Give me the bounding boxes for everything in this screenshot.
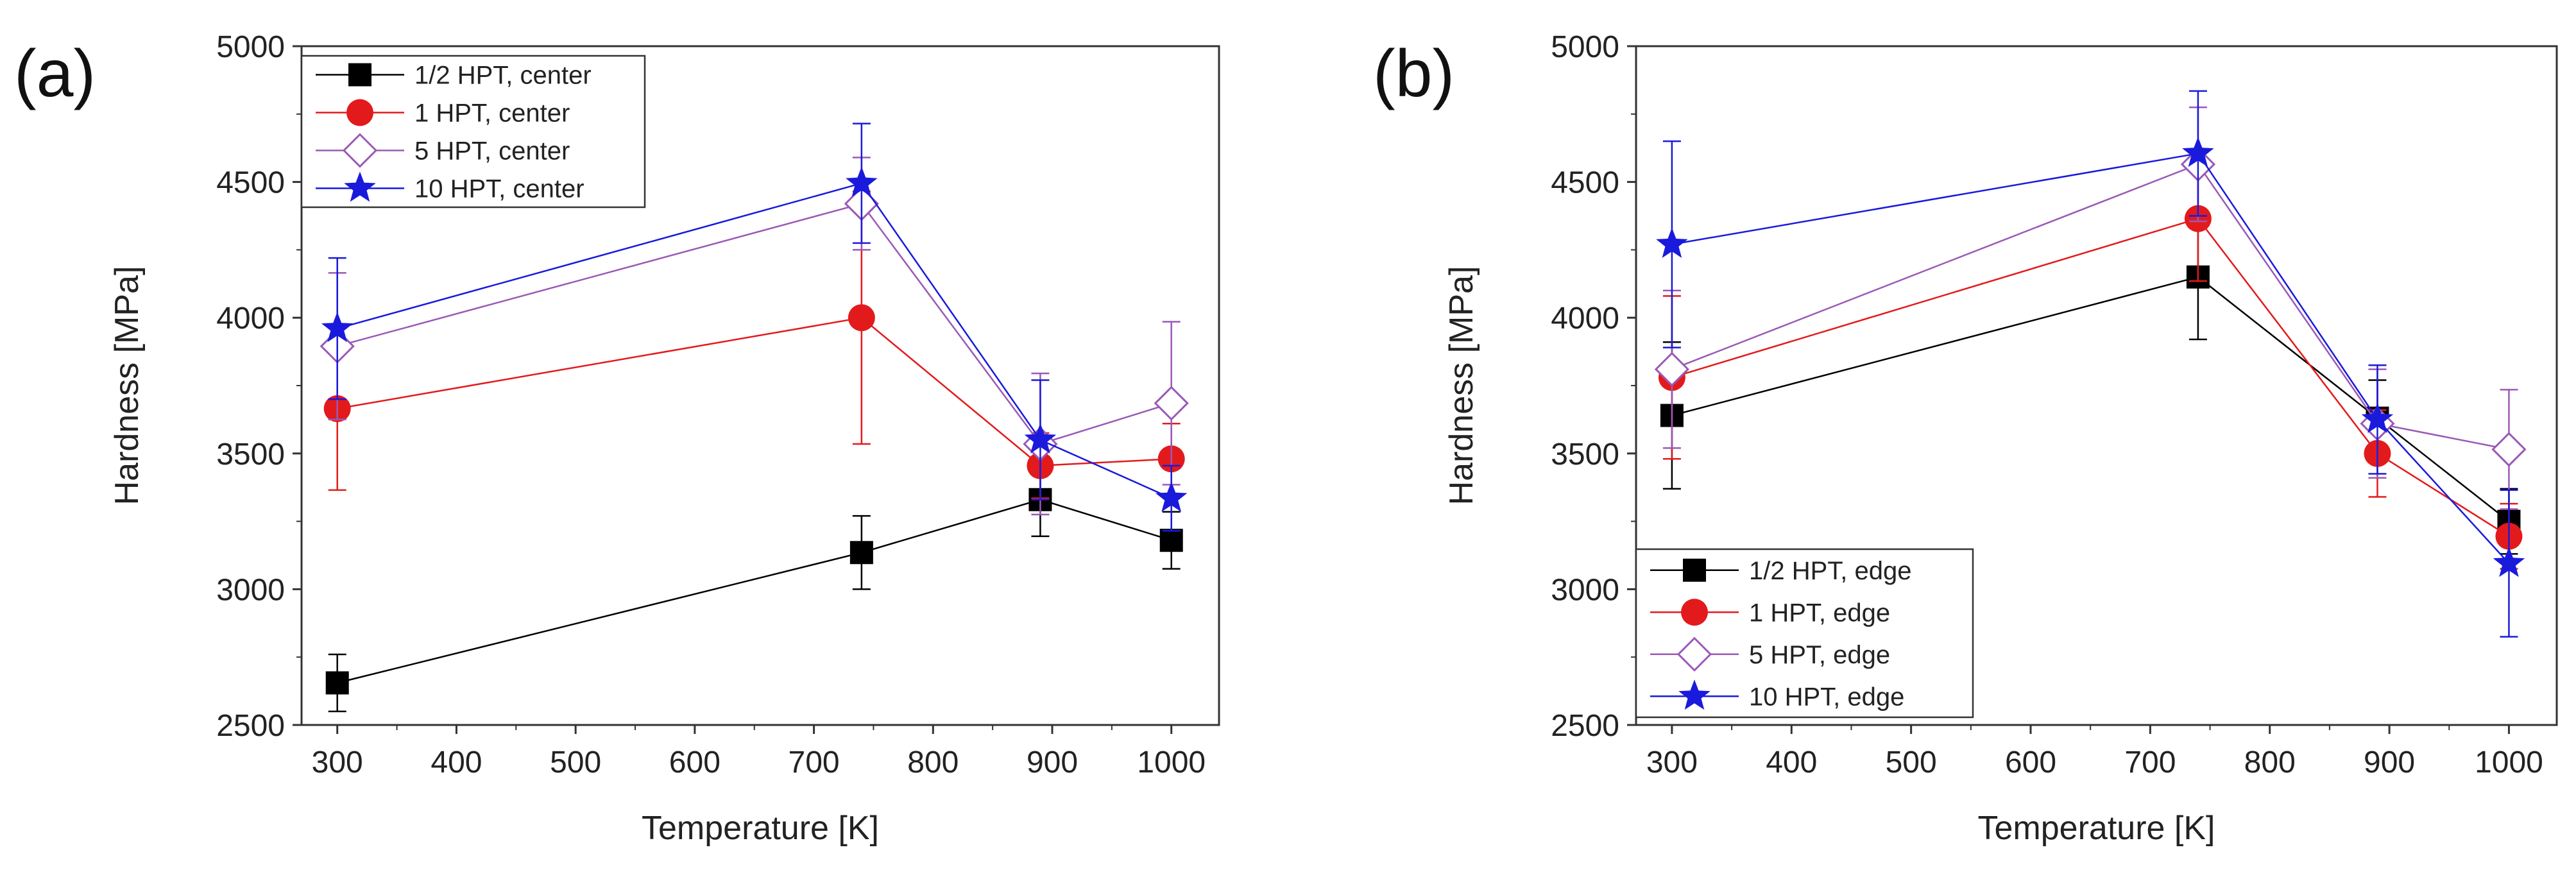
y-tick-label: 2500	[216, 709, 285, 743]
x-tick-label: 500	[550, 745, 601, 780]
series-line	[337, 498, 1172, 684]
x-tick-label: 300	[1646, 745, 1698, 780]
data-point	[846, 166, 878, 197]
x-tick-label: 900	[2364, 745, 2415, 780]
data-point	[325, 671, 349, 695]
panel-a: (a) 300 400 500 600 700 800 900 1000 2500 3000 350…	[14, 30, 1220, 847]
y-tick-label: 4000	[1551, 302, 1619, 336]
series-line	[1671, 217, 2510, 537]
x-axis-title: Temperature [K]	[642, 810, 879, 847]
panel-label-a: (a)	[14, 37, 96, 111]
data-point	[321, 312, 354, 343]
data-point	[2182, 137, 2214, 167]
series-0	[1660, 214, 2521, 555]
y-tick-label: 4000	[216, 302, 285, 336]
legend-marker	[348, 63, 371, 87]
x-tick-label: 400	[1766, 745, 1817, 780]
x-tick-label: 700	[789, 745, 840, 780]
y-tick-label: 3500	[216, 438, 285, 472]
legend-label: 10 HPT, edge	[1749, 683, 1904, 711]
legend-label: 1/2 HPT, edge	[1749, 557, 1912, 585]
x-tick-label: 1000	[2475, 745, 2543, 780]
data-point	[1654, 352, 1690, 387]
data-point	[1656, 227, 1688, 258]
series-line	[337, 182, 1172, 499]
y-tick-label: 4500	[216, 166, 285, 200]
y-tick-label: 5000	[1551, 30, 1619, 64]
series-line	[1671, 276, 2510, 522]
series-1	[323, 191, 1185, 499]
series-line	[337, 316, 1172, 467]
series-3	[321, 123, 1188, 532]
data-point	[2361, 402, 2394, 433]
series-2	[1654, 106, 2527, 510]
x-tick-label: 400	[431, 745, 482, 780]
series-line	[1671, 163, 2509, 450]
y-tick-label: 4500	[1551, 166, 1619, 200]
x-tick-label: 800	[907, 745, 959, 780]
legend-label: 5 HPT, edge	[1749, 641, 1890, 669]
data-point	[1024, 423, 1057, 454]
legend-label: 1/2 HPT, center	[414, 62, 592, 90]
y-tick-label: 3000	[1551, 573, 1619, 607]
legend-label: 5 HPT, center	[414, 137, 570, 166]
series-line	[1671, 152, 2510, 565]
data-point	[848, 304, 875, 332]
x-tick-label: 300	[312, 745, 363, 780]
x-tick-label: 600	[669, 745, 721, 780]
data-point	[2493, 547, 2525, 577]
y-axis-title: Hardness [MPa]	[108, 266, 146, 506]
legend-label: 1 HPT, center	[414, 99, 570, 128]
panel-label-b: (b)	[1373, 37, 1454, 111]
legend: 1/2 HPT, edge 1 HPT, edge 5 HPT, edge 10 HP…	[1635, 548, 1974, 719]
legend: 1/2 HPT, center 1 HPT, center 5 HPT, cente…	[300, 55, 646, 209]
x-tick-label: 500	[1886, 745, 1937, 780]
y-tick-label: 3500	[1551, 438, 1619, 472]
data-point	[1159, 529, 1183, 552]
legend-label: 1 HPT, edge	[1749, 599, 1890, 627]
y-tick-label: 3000	[216, 573, 285, 607]
data-point	[1154, 386, 1189, 421]
legend-marker	[344, 171, 376, 202]
panel-b: (b) 300 400 500 600 700 800 900 1000 2500 3000 350…	[1373, 30, 2558, 847]
y-axis-title: Hardness [MPa]	[1443, 266, 1480, 506]
series-1	[1658, 155, 2523, 570]
legend-marker	[1683, 558, 1706, 582]
x-tick-label: 700	[2124, 745, 2176, 780]
series-line	[337, 203, 1172, 445]
x-tick-label: 900	[1027, 745, 1078, 780]
y-tick-label: 2500	[1551, 709, 1619, 743]
series-0	[325, 462, 1183, 713]
series-3	[1656, 90, 2525, 638]
legend-marker	[1678, 679, 1710, 710]
x-tick-label: 1000	[1137, 745, 1206, 780]
y-tick-label: 5000	[216, 30, 285, 64]
x-tick-label: 800	[2244, 745, 2296, 780]
legend-marker	[346, 99, 373, 126]
data-point	[849, 541, 873, 565]
legend-marker	[1681, 599, 1708, 626]
legend-marker	[342, 133, 378, 168]
legend-label: 10 HPT, center	[414, 175, 584, 203]
x-axis-title: Temperature [K]	[1978, 810, 2215, 847]
data-point	[2491, 432, 2527, 467]
data-point	[1156, 481, 1188, 512]
legend-marker	[1676, 636, 1712, 672]
x-tick-label: 600	[2005, 745, 2056, 780]
